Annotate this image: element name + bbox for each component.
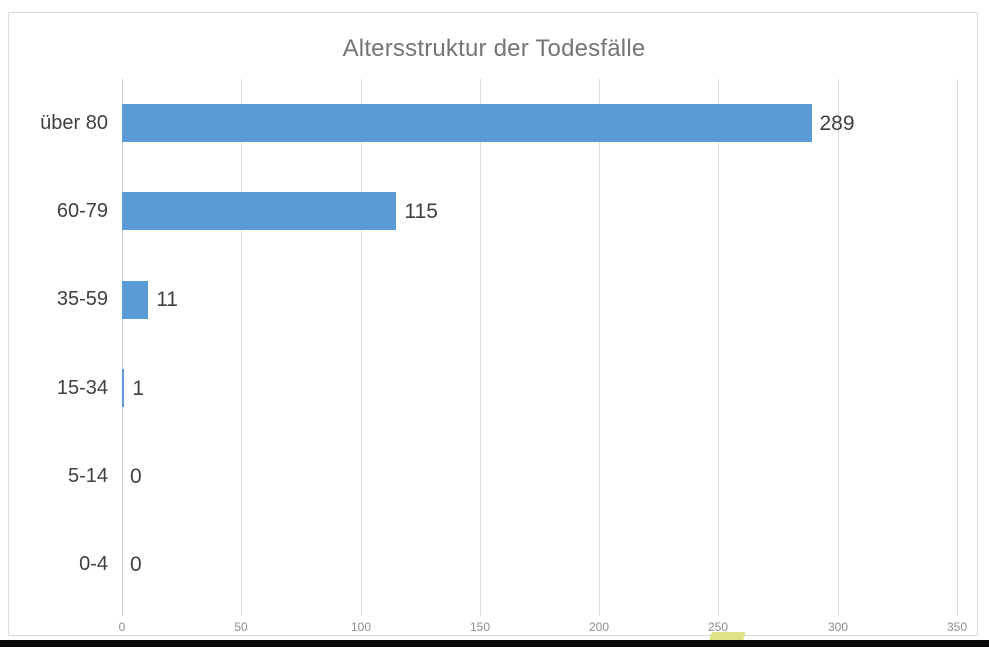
x-tick-label: 250 bbox=[707, 620, 729, 634]
gridline-100 bbox=[361, 79, 362, 616]
bar-row-5-14: 0 bbox=[122, 432, 957, 520]
bar-60-79 bbox=[122, 192, 397, 231]
bar-row-0-4: 0 bbox=[122, 521, 957, 609]
bottom-black-bar bbox=[0, 640, 989, 647]
category-label-60-79: 60-79 bbox=[56, 199, 108, 222]
gridline-50 bbox=[241, 79, 242, 616]
x-tick-label: 100 bbox=[350, 620, 372, 634]
value-axis-tick-labels: 0 50 100 150 200 250 300 350 bbox=[118, 616, 967, 636]
x-tick-label: 350 bbox=[946, 620, 968, 634]
gridline-200 bbox=[599, 79, 600, 616]
gridlines bbox=[122, 79, 958, 616]
category-axis-labels: über 80 60-79 35-59 15-34 5-14 0-4 bbox=[9, 79, 108, 609]
bar-value-label: 0 bbox=[130, 464, 142, 488]
bar-row-35-59: 11 bbox=[122, 256, 957, 344]
category-label-0-4: 0-4 bbox=[79, 553, 108, 576]
gridline-250 bbox=[718, 79, 719, 616]
chart-frame: Altersstruktur der Todesfälle 289 115 11 1 0… bbox=[8, 12, 978, 636]
category-label-über 80: über 80 bbox=[40, 111, 108, 134]
gridline-150 bbox=[480, 79, 481, 616]
bar-value-label: 1 bbox=[132, 376, 145, 400]
gridline-300 bbox=[838, 79, 839, 616]
x-tick-label: 200 bbox=[588, 620, 610, 634]
bar-value-label: 0 bbox=[130, 553, 142, 577]
bar-value-label: 115 bbox=[404, 199, 438, 223]
bar-35-59 bbox=[122, 280, 149, 319]
bar-row-60-79: 115 bbox=[122, 167, 957, 255]
bar-row-15-34: 1 bbox=[122, 344, 957, 432]
x-tick-label: 300 bbox=[827, 620, 849, 634]
bar-über 80 bbox=[122, 104, 812, 143]
gridline-350 bbox=[957, 79, 958, 616]
plot-area: 289 115 11 1 0 0 bbox=[122, 79, 958, 616]
category-label-5-14: 5-14 bbox=[67, 464, 108, 487]
category-label-15-34: 15-34 bbox=[56, 376, 108, 399]
x-tick-label: 150 bbox=[469, 620, 491, 634]
bar-rows: 289 115 11 1 0 0 bbox=[122, 79, 957, 609]
x-tick-label: 0 bbox=[118, 620, 126, 634]
gridline-0 bbox=[122, 79, 123, 616]
bar-15-34 bbox=[122, 369, 125, 408]
chart-title: Altersstruktur der Todesfälle bbox=[342, 35, 646, 62]
bar-value-label: 11 bbox=[156, 288, 178, 312]
x-tick-label: 50 bbox=[234, 620, 248, 634]
bar-value-label: 289 bbox=[819, 111, 855, 135]
bar-row-über 80: 289 bbox=[122, 79, 957, 167]
category-label-35-59: 35-59 bbox=[56, 288, 108, 311]
